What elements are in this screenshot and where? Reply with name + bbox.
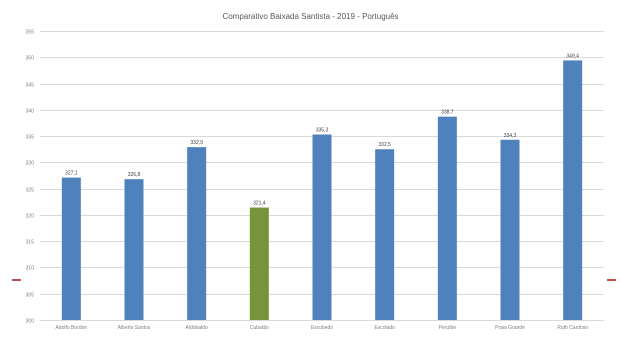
x-tick-label: Alberto Santos	[118, 325, 151, 331]
x-tick-label: Peruíbe	[439, 325, 457, 331]
bar	[563, 60, 583, 321]
bar	[124, 179, 144, 320]
bar	[375, 149, 395, 320]
data-label: 327,1	[65, 171, 78, 177]
data-label: 334,3	[504, 133, 517, 139]
data-label: 321,4	[253, 201, 266, 207]
bar	[312, 134, 332, 320]
y-tick-label: 305	[26, 293, 35, 299]
data-label: 335,3	[316, 128, 329, 134]
y-tick-label: 310	[26, 266, 35, 272]
x-tick-label: Escolado	[374, 325, 395, 331]
x-tick-label: Adolfo Bordon	[55, 325, 87, 331]
bar	[249, 207, 269, 320]
y-tick-label: 325	[26, 188, 35, 194]
y-tick-label: 300	[26, 319, 35, 325]
x-tick-label: Cubatão	[250, 325, 269, 331]
right-resize-handle[interactable]	[607, 279, 616, 281]
y-tick-label: 320	[26, 214, 35, 220]
data-label: 338,7	[441, 110, 454, 116]
y-tick-label: 335	[26, 135, 35, 141]
data-label: 349,4	[566, 53, 579, 59]
bar	[437, 116, 457, 320]
x-tick-label: Aldobaldo	[186, 325, 208, 331]
left-resize-handle[interactable]	[12, 279, 21, 281]
data-label: 326,8	[128, 172, 141, 178]
y-tick-label: 315	[26, 240, 35, 246]
y-tick-label: 355	[26, 30, 35, 36]
data-label: 332,5	[378, 142, 391, 148]
bar	[500, 139, 520, 320]
x-tick-label: Escobedo	[311, 325, 333, 331]
bar	[61, 177, 81, 320]
bar	[187, 147, 207, 320]
y-tick-label: 340	[26, 109, 35, 115]
y-tick-label: 330	[26, 161, 35, 167]
chart-title: Comparativo Baixada Santista - 2019 - Po…	[222, 12, 399, 21]
x-tick-label: Praia Grande	[495, 325, 525, 331]
data-label: 332,9	[190, 140, 203, 146]
x-tick-label: Ruth Cardoso	[557, 325, 588, 331]
y-tick-label: 345	[26, 83, 35, 89]
y-tick-label: 350	[26, 56, 35, 62]
